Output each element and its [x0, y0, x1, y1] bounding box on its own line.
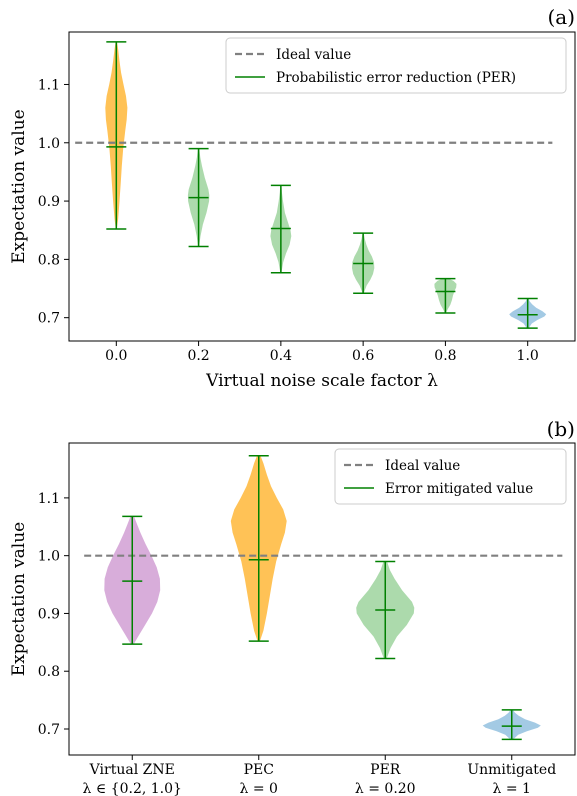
panel-b-chart: (b) 0.7 0.8 0.9 1.0 1.1 Virtual ZNE λ ∈ {0.2, 1…: [9, 417, 576, 796]
legend-box: [334, 448, 567, 505]
y-tick-label: 1.0: [38, 549, 60, 565]
y-axis-label: Expectation value: [9, 522, 29, 676]
x-axis-label: Virtual noise scale factor λ: [205, 371, 438, 391]
x-tick-label: 1.0: [517, 348, 539, 364]
axes-frame: [68, 31, 576, 342]
legend-series-label: Probabilistic error reduction (PER): [276, 70, 516, 86]
panel-a-chart: (a) 0.7 0.8 0.9 1.0 1.1 0.0 0.2 0.4 0.6 0.8 1.0 Expe…: [9, 5, 576, 391]
y-tick-label: 0.7: [38, 311, 60, 327]
legend-ideal-label: Ideal value: [276, 47, 351, 63]
y-tick-label: 1.0: [38, 136, 60, 152]
panel-label: (a): [547, 5, 575, 29]
x-tick-label: λ = 1: [493, 781, 531, 796]
legend-ideal-label: Ideal value: [385, 458, 460, 474]
x-tick-label: 0.6: [352, 348, 374, 364]
x-tick-label: PEC: [244, 762, 274, 778]
x-tick-label: Unmitigated: [467, 762, 556, 778]
y-tick-label: 0.7: [38, 722, 60, 738]
legend-box: [225, 37, 567, 94]
x-tick-label: 0.4: [270, 348, 292, 364]
legend-series-label: Error mitigated value: [385, 481, 533, 497]
panel-label: (b): [547, 417, 575, 441]
axes-frame: [68, 442, 576, 756]
legend: Ideal value Probabilistic error reduction…: [225, 37, 567, 94]
legend: Ideal value Error mitigated value: [334, 448, 567, 505]
y-tick-label: 0.9: [38, 194, 60, 210]
x-tick-label: 0.2: [187, 348, 209, 364]
y-tick-label: 1.1: [38, 77, 60, 93]
x-tick-label: Virtual ZNE: [89, 762, 175, 778]
y-tick-label: 0.8: [38, 252, 60, 268]
x-tick-label: 0.8: [434, 348, 456, 364]
x-tick-label: PER: [370, 762, 401, 778]
y-tick-label: 0.9: [38, 606, 60, 622]
y-axis-label: Expectation value: [9, 109, 29, 263]
x-tick-label: λ = 0.20: [355, 781, 416, 796]
x-tick-label: 0.0: [105, 348, 127, 364]
y-tick-label: 1.1: [38, 491, 60, 507]
y-tick-label: 0.8: [38, 664, 60, 680]
x-tick-label: λ ∈ {0.2, 1.0}: [83, 781, 182, 796]
x-tick-label: λ = 0: [240, 781, 278, 796]
